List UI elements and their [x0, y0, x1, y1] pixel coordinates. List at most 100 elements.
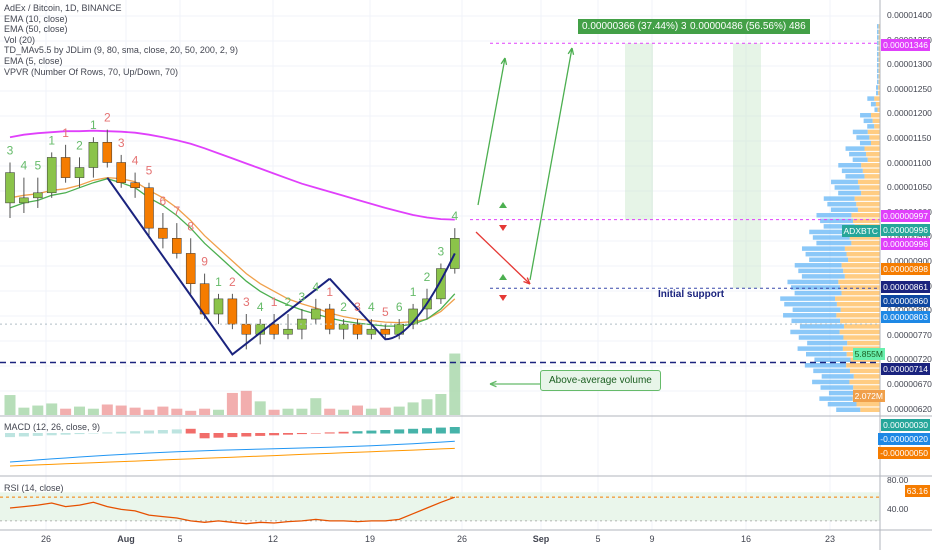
vpvr-bar-down	[878, 40, 880, 46]
td-count-label: 3	[118, 136, 125, 150]
vpvr-bar-up	[799, 324, 844, 329]
candle-body	[88, 142, 99, 168]
vpvr-bar-up	[876, 90, 879, 96]
macd-pane	[5, 427, 460, 467]
td-count-label: 5	[146, 164, 153, 178]
volume-bar	[171, 408, 183, 415]
time-tick: 16	[740, 534, 752, 544]
macd-tag-2: -0.00000020	[878, 433, 930, 445]
vpvr-bar-up	[805, 251, 847, 257]
vpvr-bar-up	[791, 318, 841, 324]
volume-bar	[226, 392, 238, 415]
rsi-band	[0, 492, 880, 521]
vpvr-bar-down	[854, 196, 880, 201]
td-count-label: 1	[48, 133, 55, 147]
time-tick: 19	[364, 534, 376, 544]
target2-label: 0.00000486 (56.56%) 486	[686, 19, 810, 34]
vpvr-bar-down	[870, 140, 880, 146]
vpvr-bar-up	[798, 268, 844, 274]
macd-histogram-bar	[422, 428, 432, 434]
volume-bar	[18, 407, 30, 415]
vpvr-bar-down	[835, 296, 880, 301]
time-tick: 26	[40, 534, 52, 544]
vpvr-bar-up	[812, 235, 850, 240]
rsi-label[interactable]: RSI (14, close)	[4, 483, 64, 493]
td-count-label: 8	[187, 219, 194, 233]
td-count-label: 6	[160, 194, 167, 208]
pattern-leg	[106, 177, 331, 356]
td-count-label: 2	[104, 111, 111, 125]
vpvr-bar-up	[797, 346, 843, 351]
candle-body	[269, 323, 279, 335]
candle-body	[185, 253, 196, 284]
price-tag: 0.00000860	[881, 295, 930, 307]
td-count-label: 2	[340, 300, 347, 314]
volume-bar	[60, 408, 72, 415]
price-tag: 0.00000861	[881, 281, 930, 293]
vpvr-bar-up	[801, 274, 845, 279]
td-count-label: 3	[354, 300, 361, 314]
macd-histogram-bar	[171, 429, 182, 434]
vpvr-bar-up	[852, 129, 868, 135]
volume-note: Above-average volume	[540, 370, 661, 391]
trend-drawings	[0, 42, 880, 388]
td-count-label: 4	[132, 154, 139, 168]
price-tick: 0.00000900	[887, 256, 932, 266]
macd-histogram-bar	[394, 429, 405, 434]
candle-body	[144, 187, 154, 229]
vpvr-bar-up	[877, 74, 879, 79]
macd-histogram-bar	[255, 433, 266, 436]
pullback-arrow-head	[523, 277, 531, 285]
rsi-tick-40: 40.00	[887, 504, 909, 514]
vpvr-bar-up	[836, 407, 861, 412]
candle-body	[60, 157, 71, 178]
vpvr-bar-down	[878, 24, 880, 29]
price-tick: 0.00000800	[887, 305, 932, 315]
vpvr-bar-down	[843, 335, 880, 340]
td-count-label: 2	[285, 295, 292, 309]
bear-marker	[499, 225, 507, 231]
time-tick: 26	[456, 534, 468, 544]
td-count-label: 1	[62, 126, 69, 140]
symbol-tag: ADXBTC	[841, 225, 880, 237]
volume-bar	[143, 409, 155, 415]
vpvr-bar-up	[877, 79, 879, 85]
macd-label[interactable]: MACD (12, 26, close, 9)	[4, 422, 101, 432]
candle-body	[311, 308, 321, 320]
vpvr-bar-down	[864, 146, 880, 151]
vpvr-bar-up	[806, 351, 847, 357]
vpvr-bar-down	[844, 246, 880, 251]
vpvr-bar-up	[859, 140, 871, 146]
vpvr-bar-up	[816, 213, 852, 218]
vpvr-bar-down	[878, 85, 880, 90]
candle-body	[172, 238, 182, 254]
target2-arrow	[529, 47, 573, 281]
volume-bar	[87, 408, 99, 415]
vpvr-bar-up	[838, 163, 862, 168]
volume-bar	[101, 404, 113, 415]
volume-bar	[213, 409, 224, 415]
vpvr-bar-up	[821, 374, 854, 379]
vpvr-bar-down	[844, 274, 880, 279]
vpvr-bar-up	[870, 101, 876, 107]
vpvr-bar-down	[848, 257, 880, 262]
vpvr-bar-down	[847, 340, 880, 346]
vpvr-bar-down	[878, 35, 880, 40]
vpvr-bar-up	[809, 229, 849, 235]
vpvr-bar-up	[877, 29, 879, 35]
macd-histogram-bar	[60, 433, 71, 435]
volume-bar	[157, 406, 169, 415]
volume-bar	[407, 402, 419, 415]
vpvr-bar-down	[851, 213, 880, 218]
vpvr-bar-down	[861, 163, 880, 168]
candle-body	[324, 308, 335, 330]
vpvr-bar-down	[856, 201, 880, 207]
vpvr-bar-up	[819, 396, 853, 401]
volume-bar	[365, 408, 377, 415]
vpvr-bar-up	[877, 35, 879, 40]
volume-bar	[393, 406, 405, 415]
vpvr-bar-up	[827, 401, 857, 407]
vpvr-bar-up	[794, 290, 842, 296]
td-count-label: 5	[382, 305, 389, 319]
